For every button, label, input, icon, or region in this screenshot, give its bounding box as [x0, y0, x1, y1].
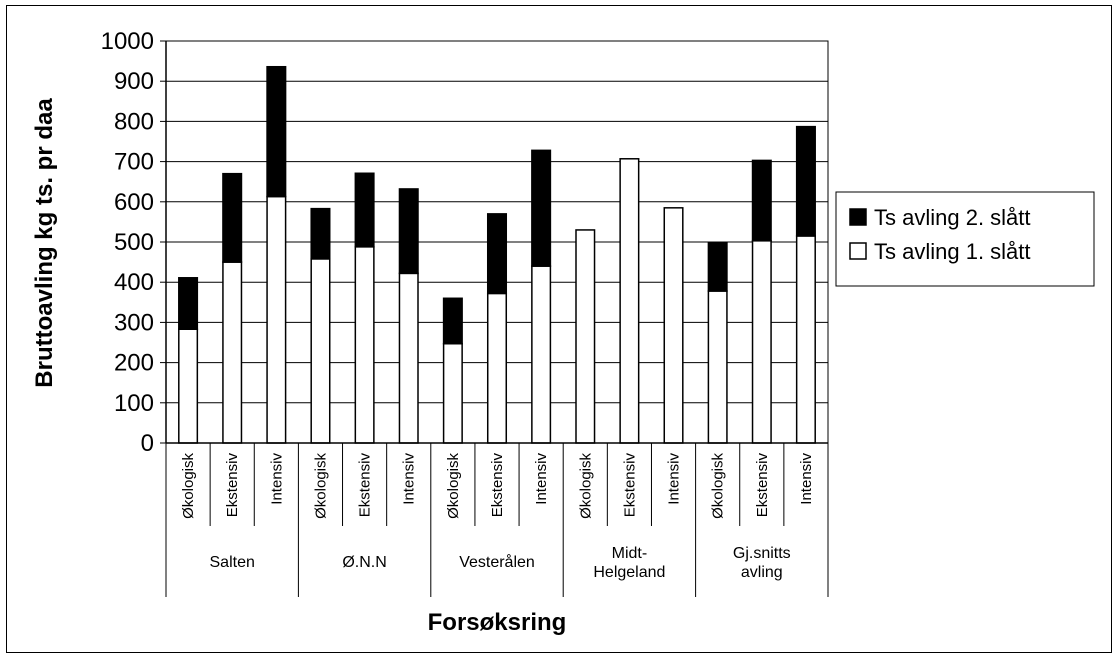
- labels: 0 100 200 300 400 500 600 700 800 900 1000 Økologis…: [101, 28, 815, 581]
- bar-2-slatt: [486, 213, 508, 295]
- group-label: Vesterålen: [459, 553, 535, 571]
- bar-2-slatt: [442, 297, 463, 345]
- group-label: Midt-: [612, 545, 648, 562]
- bar-2-slatt: [266, 65, 287, 198]
- bar-1-slatt: [354, 246, 375, 444]
- bars: [178, 65, 816, 444]
- category-label: Økologisk: [577, 453, 594, 519]
- bar-1-slatt: [398, 272, 419, 444]
- bar-1-slatt: [531, 265, 552, 444]
- category-label: Økologisk: [445, 453, 462, 519]
- category-label: Økologisk: [312, 453, 329, 519]
- y-tick-label: 900: [114, 68, 154, 95]
- category-label: Ekstensiv: [224, 453, 241, 518]
- bar-1-slatt: [442, 342, 463, 444]
- legend: Ts avling 2. slått Ts avling 1. slått: [835, 191, 1095, 287]
- bar-2-slatt: [531, 149, 552, 267]
- group-label: avling: [741, 564, 783, 581]
- bar-1-slatt: [795, 235, 816, 444]
- bar-1-slatt: [751, 240, 772, 444]
- category-label: Intensiv: [401, 453, 418, 505]
- category-label: Økologisk: [180, 453, 197, 519]
- y-tick-label: 800: [114, 108, 154, 135]
- category-label: Økologisk: [710, 453, 727, 519]
- bar-1-slatt: [222, 261, 243, 444]
- legend-label: Ts avling 2. slått: [874, 205, 1031, 230]
- x-axis-title: Forsøksring: [428, 609, 567, 636]
- stacked-bar-chart: 0 100 200 300 400 500 600 700 800 900 1000 Økologis…: [31, 28, 1095, 636]
- bar-2-slatt: [707, 242, 728, 292]
- bar-2-slatt: [398, 188, 419, 275]
- legend-box: [835, 191, 1095, 287]
- bar-2-slatt: [354, 172, 375, 248]
- bar-1-slatt: [707, 290, 728, 444]
- axes: [160, 40, 829, 597]
- legend-label: Ts avling 1. slått: [874, 239, 1031, 264]
- group-label: Ø.N.N: [342, 554, 386, 571]
- bar-1-slatt: [486, 292, 508, 444]
- legend-swatch: [849, 208, 867, 226]
- category-label: Ekstensiv: [357, 453, 374, 518]
- bar-2-slatt: [751, 159, 772, 242]
- legend-swatch: [849, 242, 867, 260]
- chart-frame: 0 100 200 300 400 500 600 700 800 900 1000 Økologis…: [6, 5, 1112, 653]
- y-tick-label: 100: [114, 390, 154, 417]
- category-label: Ekstensiv: [621, 453, 638, 518]
- category-label: Ekstensiv: [489, 453, 506, 518]
- y-tick-label: 1000: [101, 28, 154, 55]
- y-tick-label: 200: [114, 350, 154, 377]
- bar-2-slatt: [222, 172, 243, 263]
- bar-1-slatt: [619, 158, 640, 444]
- bar-1-slatt: [663, 207, 684, 444]
- bar-2-slatt: [310, 207, 331, 260]
- bar-1-slatt: [310, 258, 331, 444]
- category-label: Intensiv: [268, 453, 285, 505]
- group-label: Helgeland: [593, 564, 665, 581]
- bar-1-slatt: [178, 328, 199, 444]
- group-label: Gj.snitts: [733, 545, 791, 562]
- bar-2-slatt: [178, 277, 199, 330]
- y-tick-label: 300: [114, 309, 154, 336]
- bar-2-slatt: [795, 125, 816, 237]
- y-tick-label: 400: [114, 269, 154, 296]
- group-label: Salten: [210, 554, 255, 571]
- y-tick-label: 0: [141, 430, 154, 457]
- bar-1-slatt: [266, 195, 287, 444]
- category-label: Intensiv: [798, 453, 815, 505]
- bar-1-slatt: [575, 229, 596, 444]
- category-label: Intensiv: [666, 453, 683, 505]
- y-axis-title: Bruttoavling kg ts. pr daa: [31, 98, 58, 388]
- y-tick-label: 700: [114, 149, 154, 176]
- category-label: Ekstensiv: [754, 453, 771, 518]
- y-tick-label: 500: [114, 229, 154, 256]
- category-label: Intensiv: [533, 453, 550, 505]
- y-tick-label: 600: [114, 189, 154, 216]
